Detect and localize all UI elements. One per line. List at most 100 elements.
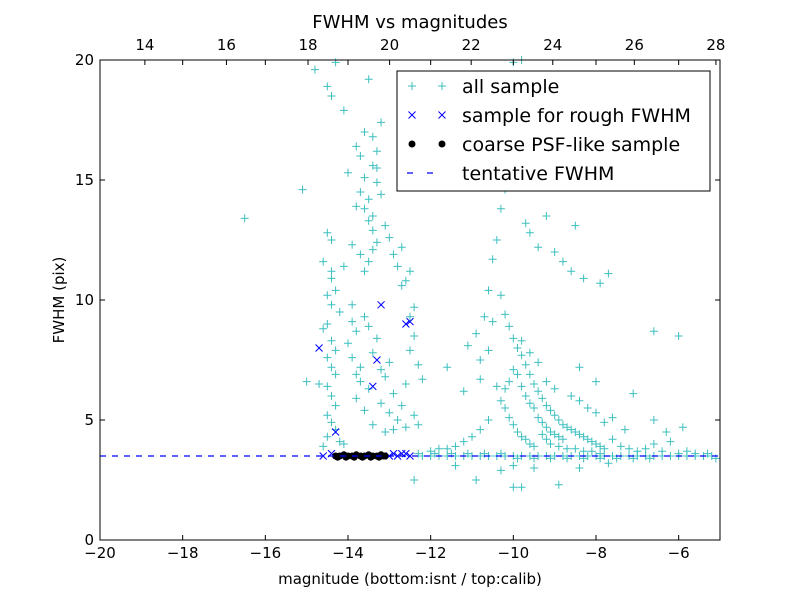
all-sample-point xyxy=(339,440,348,448)
all-sample-point xyxy=(356,250,365,259)
all-sample-point xyxy=(592,408,600,417)
all-sample-point xyxy=(327,418,336,427)
rough-sample-point xyxy=(393,452,402,460)
all-sample-point xyxy=(327,392,336,400)
all-sample-point xyxy=(331,370,340,379)
y-tick-label: 10 xyxy=(75,291,94,309)
all-sample-point xyxy=(393,416,402,424)
all-sample-point xyxy=(596,279,605,288)
all-sample-point xyxy=(645,454,654,463)
all-sample-point xyxy=(393,262,402,271)
x-tick-label: −10 xyxy=(498,544,530,562)
all-sample-point xyxy=(571,428,580,436)
all-sample-point xyxy=(484,286,493,295)
all-sample-point xyxy=(554,416,563,424)
all-sample-point xyxy=(513,428,522,436)
all-sample-point xyxy=(385,408,394,417)
all-sample-point xyxy=(434,444,443,453)
all-sample-point xyxy=(496,466,505,475)
all-sample-point xyxy=(360,312,369,321)
all-sample-point xyxy=(472,329,481,338)
all-sample-point xyxy=(554,442,563,451)
all-sample-point xyxy=(352,327,361,336)
all-sample-point xyxy=(666,437,675,446)
all-sample-point xyxy=(335,308,344,316)
all-sample-point xyxy=(344,339,352,348)
all-sample-point xyxy=(339,106,348,115)
all-sample-point xyxy=(331,401,340,410)
all-sample-point xyxy=(542,435,551,444)
plot-frame xyxy=(99,59,721,541)
all-sample-point xyxy=(372,164,381,172)
all-sample-point xyxy=(571,221,580,230)
x-tick-label: −12 xyxy=(415,544,447,562)
all-sample-point xyxy=(476,425,485,434)
legend-label-all-sample: all sample xyxy=(462,76,559,98)
all-sample-point xyxy=(368,132,377,141)
all-sample-point xyxy=(315,380,324,388)
all-sample-point xyxy=(629,389,638,398)
all-sample-point xyxy=(319,324,328,333)
all-sample-point xyxy=(397,243,406,252)
all-sample-point xyxy=(600,418,609,427)
x-tick-label: −20 xyxy=(84,544,116,562)
all-sample-point xyxy=(554,480,563,489)
rough-sample-point xyxy=(406,317,414,326)
psf-sample-point xyxy=(342,453,350,461)
legend-marker-all-sample xyxy=(408,82,416,90)
all-sample-point xyxy=(368,212,377,220)
all-sample-point xyxy=(368,245,377,254)
all-sample-point xyxy=(323,82,332,91)
all-sample-point xyxy=(550,411,559,420)
all-sample-point xyxy=(517,382,526,391)
all-sample-point xyxy=(703,449,712,458)
all-sample-point xyxy=(381,428,390,436)
all-sample-point xyxy=(360,406,369,415)
all-sample-point xyxy=(542,423,551,432)
all-sample-point xyxy=(649,440,658,448)
all-sample-point xyxy=(542,212,551,220)
x-tick-label: −16 xyxy=(250,544,282,562)
y-tick-label: 15 xyxy=(75,171,94,189)
all-sample-point xyxy=(530,442,538,451)
all-sample-point xyxy=(678,423,687,432)
all-sample-point xyxy=(563,454,572,463)
rough-sample-point xyxy=(331,428,340,436)
all-sample-point xyxy=(298,185,307,194)
all-sample-point xyxy=(575,396,584,405)
all-sample-point xyxy=(484,416,493,424)
all-sample-point xyxy=(513,370,522,379)
all-sample-point xyxy=(323,291,332,300)
all-sample-point xyxy=(331,286,340,295)
all-sample-point xyxy=(401,380,410,388)
y-tick-label: 20 xyxy=(75,51,94,69)
all-sample-point xyxy=(587,437,596,446)
legend-marker-all-sample xyxy=(438,82,446,90)
legend-marker-rough-sample xyxy=(408,111,416,119)
all-sample-point xyxy=(567,267,576,276)
all-sample-point xyxy=(505,413,514,422)
all-sample-point xyxy=(381,372,390,381)
all-sample-point xyxy=(492,382,501,391)
all-sample-point xyxy=(360,204,369,213)
all-sample-point xyxy=(344,168,352,177)
all-sample-point xyxy=(563,444,572,453)
all-sample-point xyxy=(389,250,398,259)
all-sample-point xyxy=(414,360,423,369)
legend-box xyxy=(396,70,711,192)
all-sample-point xyxy=(377,190,386,199)
all-sample-point xyxy=(542,377,551,386)
all-sample-point xyxy=(323,353,332,362)
all-sample-point xyxy=(558,257,567,266)
all-sample-point xyxy=(323,228,332,237)
all-sample-point xyxy=(352,142,361,151)
all-sample-point xyxy=(509,365,518,374)
all-sample-point xyxy=(240,214,249,223)
all-sample-point xyxy=(327,336,336,345)
all-sample-point xyxy=(372,147,381,156)
all-sample-point xyxy=(604,269,613,278)
all-sample-point xyxy=(323,432,332,441)
all-sample-point xyxy=(521,219,530,228)
all-sample-point xyxy=(364,216,373,225)
psf-sample-point xyxy=(350,453,358,461)
